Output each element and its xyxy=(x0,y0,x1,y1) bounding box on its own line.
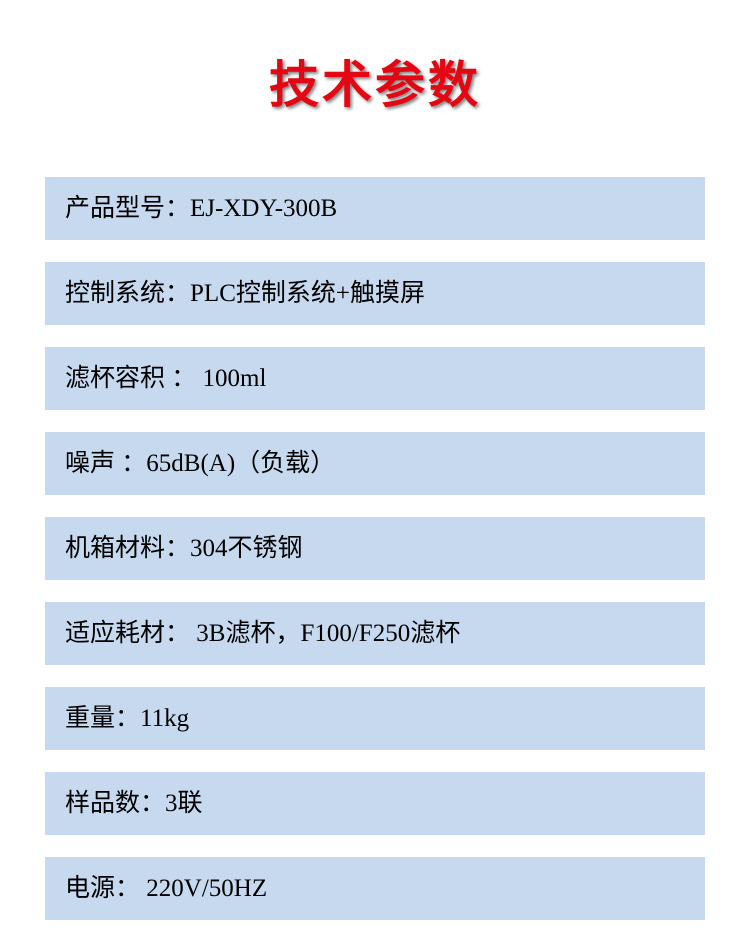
spec-row: 产品型号：EJ-XDY-300B xyxy=(45,177,705,240)
spec-label: 机箱材料： xyxy=(65,535,190,562)
spec-row: 适应耗材： 3B滤杯，F100/F250滤杯 xyxy=(45,602,705,665)
spec-value: PLC控制系统+触摸屏 xyxy=(190,280,425,307)
spec-value: 220V/50HZ xyxy=(146,875,267,902)
spec-label: 样品数： xyxy=(65,790,165,817)
spec-row: 滤杯容积 ： 100ml xyxy=(45,347,705,410)
spec-label: 产品型号： xyxy=(65,195,190,222)
spec-value: 3B滤杯，F100/F250滤杯 xyxy=(196,620,460,647)
spec-label: 控制系统： xyxy=(65,280,190,307)
spec-row: 电源： 220V/50HZ xyxy=(45,857,705,920)
spec-row: 样品数：3联 xyxy=(45,772,705,835)
spec-label: 噪声 ： xyxy=(65,450,146,477)
spec-label: 适应耗材： xyxy=(65,620,196,647)
spec-container: 技术参数 产品型号：EJ-XDY-300B 控制系统：PLC控制系统+触摸屏 滤… xyxy=(0,0,750,920)
spec-row: 重量：11kg xyxy=(45,687,705,750)
spec-row: 控制系统：PLC控制系统+触摸屏 xyxy=(45,262,705,325)
spec-value: EJ-XDY-300B xyxy=(190,195,337,222)
spec-value: 304不锈钢 xyxy=(190,535,303,562)
spec-label: 滤杯容积 ： xyxy=(65,365,203,392)
page-title: 技术参数 xyxy=(45,45,705,117)
spec-row: 噪声 ：65dB(A)（负载） xyxy=(45,432,705,495)
spec-value: 100ml xyxy=(203,365,267,392)
spec-row: 机箱材料：304不锈钢 xyxy=(45,517,705,580)
spec-value: 65dB(A)（负载） xyxy=(146,450,335,477)
spec-value: 3联 xyxy=(165,790,203,817)
spec-label: 重量： xyxy=(65,705,140,732)
spec-label: 电源： xyxy=(65,875,146,902)
spec-value: 11kg xyxy=(140,705,189,732)
